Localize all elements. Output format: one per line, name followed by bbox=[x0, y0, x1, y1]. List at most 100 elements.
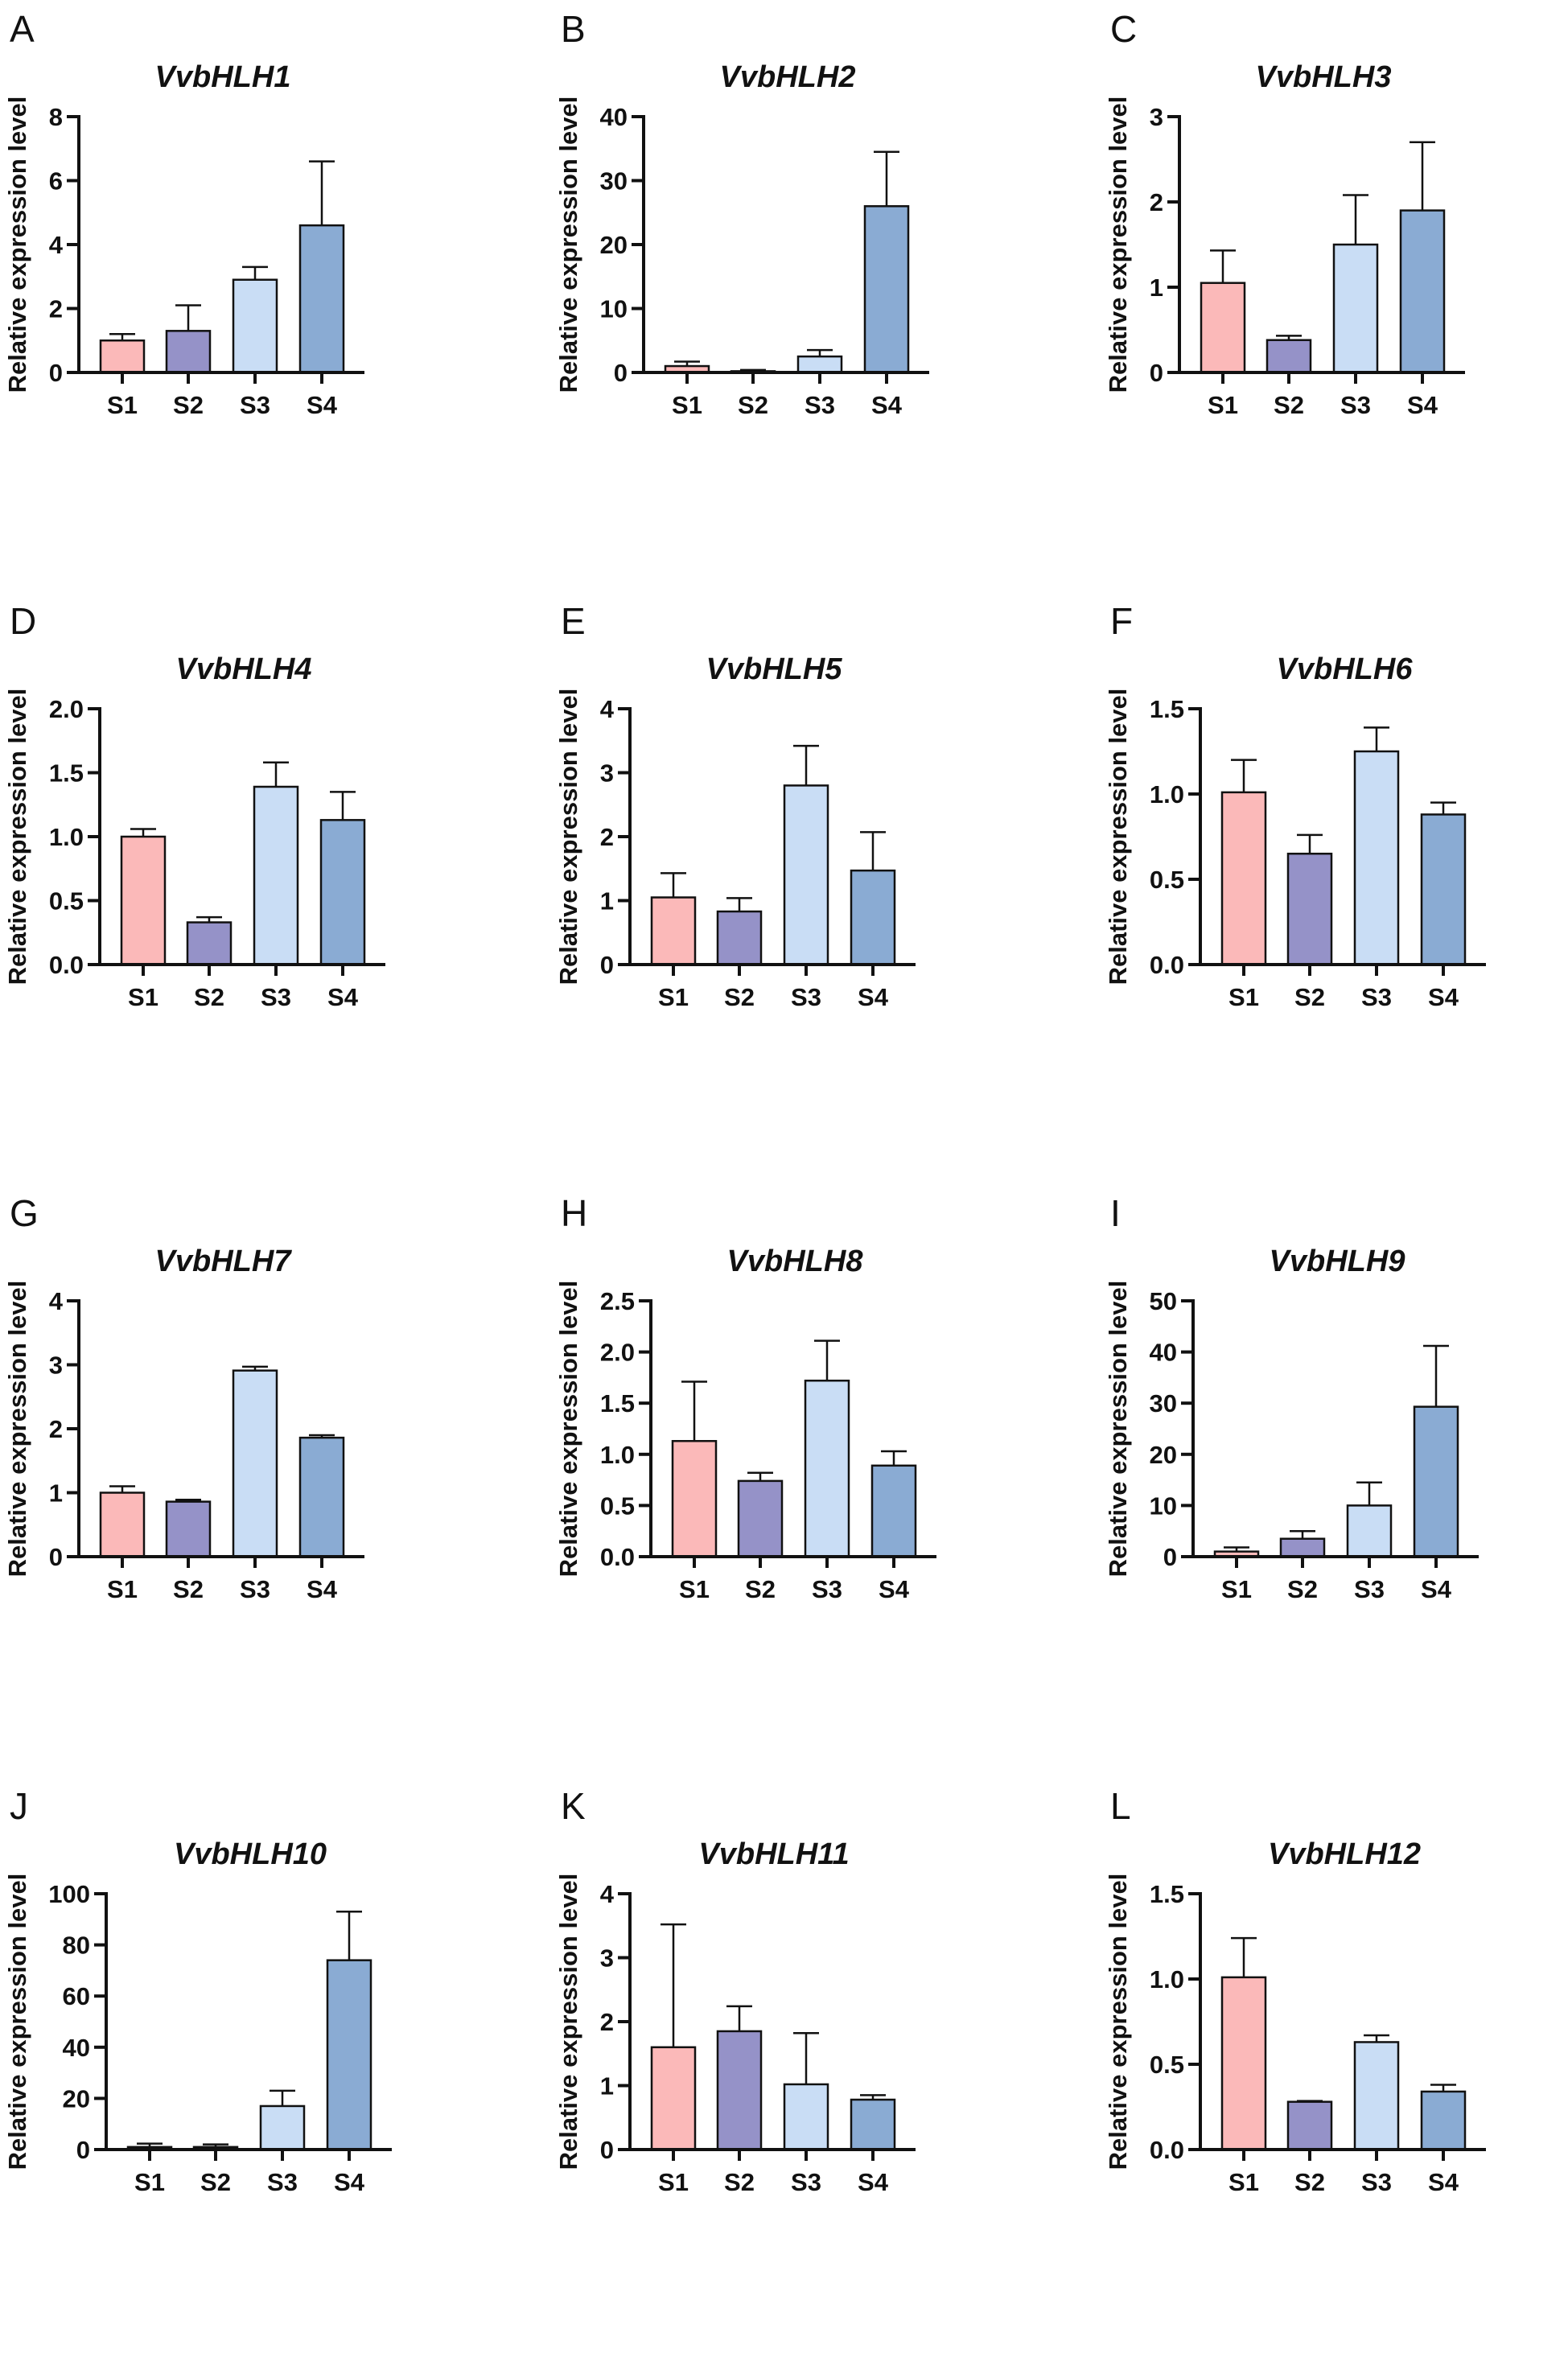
y-tick-label: 1.5 bbox=[49, 759, 84, 788]
bar-s1 bbox=[650, 896, 697, 966]
x-tick-label: S3 bbox=[1340, 391, 1371, 419]
bar-s4 bbox=[850, 869, 896, 966]
chart-title: VvbHLH12 bbox=[1268, 1837, 1421, 1871]
x-tick-label: S3 bbox=[805, 391, 835, 419]
x-tick-label: S4 bbox=[1428, 983, 1459, 1011]
y-tick-label: 30 bbox=[600, 167, 628, 195]
bar-s3 bbox=[1353, 750, 1400, 966]
chart-panel-l: L VvbHLH12 Relative expression level S1 S2 S3… bbox=[1104, 1785, 1486, 2196]
bar-s1 bbox=[1220, 1976, 1267, 2151]
x-tick-label: S3 bbox=[240, 1575, 270, 1603]
y-tick-label: 0 bbox=[600, 951, 614, 979]
bar-s2 bbox=[186, 921, 233, 966]
y-tick-label: 40 bbox=[600, 103, 628, 131]
y-tick-label: 0.0 bbox=[1150, 951, 1184, 979]
bar-s3 bbox=[253, 785, 299, 966]
y-axis-label: Relative expression level bbox=[554, 1281, 582, 1578]
y-axis-label: Relative expression level bbox=[554, 1874, 582, 2170]
bar-s3 bbox=[1346, 1504, 1393, 1558]
x-tick-label: S4 bbox=[307, 391, 338, 419]
x-tick-label: S1 bbox=[107, 391, 138, 419]
bar-s4 bbox=[298, 224, 345, 374]
panel-letter: C bbox=[1110, 8, 1137, 50]
x-tick-label: S4 bbox=[858, 983, 889, 1011]
x-tick-label: S3 bbox=[1361, 2168, 1392, 2196]
bar-s1 bbox=[99, 1491, 146, 1558]
panel-letter: J bbox=[10, 1785, 28, 1827]
panel-letter: B bbox=[561, 8, 586, 50]
x-tick-label: S1 bbox=[672, 391, 702, 419]
y-tick-label: 1 bbox=[600, 2072, 614, 2100]
y-tick-label: 3 bbox=[600, 1944, 614, 1973]
bar-s3 bbox=[1332, 243, 1379, 374]
y-tick-label: 3 bbox=[49, 1352, 63, 1380]
bar-s2 bbox=[165, 330, 212, 374]
x-tick-label: S3 bbox=[1354, 1575, 1385, 1603]
y-tick-label: 0.5 bbox=[1150, 866, 1184, 894]
y-tick-label: 4 bbox=[49, 231, 64, 259]
y-axis-label: Relative expression level bbox=[3, 689, 31, 985]
y-tick-label: 30 bbox=[1150, 1389, 1177, 1417]
y-tick-label: 0.0 bbox=[600, 1543, 635, 1571]
bar-s4 bbox=[319, 819, 366, 966]
panel-letter: K bbox=[561, 1785, 586, 1827]
bar-s3 bbox=[783, 2083, 829, 2151]
bar-s1 bbox=[120, 835, 167, 966]
x-tick-label: S1 bbox=[1208, 391, 1238, 419]
x-tick-label: S1 bbox=[1221, 1575, 1252, 1603]
chart-panel-c: C VvbHLH3 Relative expression level S1 S2 S3 S… bbox=[1104, 8, 1465, 419]
x-tick-label: S4 bbox=[1407, 391, 1438, 419]
x-tick-label: S2 bbox=[1294, 2168, 1325, 2196]
bar-s2 bbox=[1286, 852, 1333, 966]
x-tick-label: S4 bbox=[858, 2168, 889, 2196]
bar-s2 bbox=[1279, 1537, 1326, 1558]
bar-s3 bbox=[804, 1379, 850, 1558]
chart-title: VvbHLH10 bbox=[174, 1837, 327, 1871]
bar-s4 bbox=[870, 1464, 917, 1558]
chart-panel-d: D VvbHLH4 Relative expression level S1 S2 S3 S… bbox=[3, 600, 385, 1011]
y-tick-label: 2 bbox=[49, 295, 63, 323]
y-tick-label: 0 bbox=[49, 359, 63, 387]
y-axis-label: Relative expression level bbox=[1104, 689, 1132, 985]
y-tick-label: 3 bbox=[600, 759, 614, 788]
y-tick-label: 1.5 bbox=[1150, 695, 1184, 723]
x-tick-label: S2 bbox=[194, 983, 224, 1011]
x-tick-label: S2 bbox=[1287, 1575, 1318, 1603]
x-tick-label: S3 bbox=[240, 391, 270, 419]
x-tick-label: S3 bbox=[791, 983, 821, 1011]
y-tick-label: 2 bbox=[600, 2008, 614, 2036]
bar-s1 bbox=[1200, 282, 1246, 374]
x-tick-label: S2 bbox=[173, 1575, 204, 1603]
y-tick-label: 4 bbox=[49, 1287, 64, 1315]
y-axis-label: Relative expression level bbox=[1104, 1874, 1132, 2170]
y-tick-label: 1.5 bbox=[600, 1389, 635, 1417]
x-tick-label: S2 bbox=[200, 2168, 231, 2196]
x-tick-label: S2 bbox=[1274, 391, 1304, 419]
chart-panel-j: J VvbHLH10 Relative expression level S1 S2 S3… bbox=[3, 1785, 392, 2196]
panel-letter: E bbox=[561, 600, 586, 642]
bar-s4 bbox=[1420, 813, 1467, 966]
x-tick-label: S1 bbox=[128, 983, 158, 1011]
panel-letter: D bbox=[10, 600, 36, 642]
y-tick-label: 0.0 bbox=[49, 951, 84, 979]
y-tick-label: 4 bbox=[600, 695, 615, 723]
y-tick-label: 0.5 bbox=[600, 1491, 635, 1520]
x-tick-label: S4 bbox=[307, 1575, 338, 1603]
x-tick-label: S2 bbox=[724, 2168, 755, 2196]
x-tick-label: S4 bbox=[334, 2168, 365, 2196]
x-tick-label: S2 bbox=[1294, 983, 1325, 1011]
x-tick-label: S1 bbox=[1228, 2168, 1259, 2196]
chart-panel-h: H VvbHLH8 Relative expression level S1 S2 S3 S… bbox=[554, 1192, 936, 1603]
bar-s1 bbox=[650, 2046, 697, 2151]
x-tick-label: S4 bbox=[1421, 1575, 1452, 1603]
bar-s3 bbox=[232, 278, 278, 374]
panel-letter: I bbox=[1110, 1192, 1121, 1234]
x-tick-label: S4 bbox=[879, 1575, 910, 1603]
chart-title: VvbHLH8 bbox=[727, 1245, 864, 1278]
panel-letter: G bbox=[10, 1192, 39, 1234]
panel-letter: A bbox=[10, 8, 35, 50]
y-tick-label: 40 bbox=[1150, 1339, 1177, 1367]
y-axis-label: Relative expression level bbox=[554, 689, 582, 985]
y-tick-label: 10 bbox=[600, 295, 628, 323]
